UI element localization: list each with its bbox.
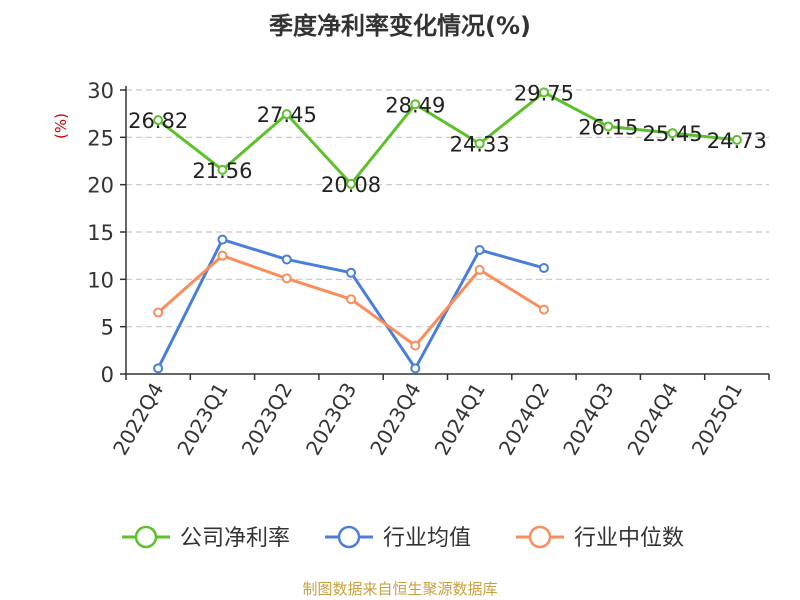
data-point — [281, 273, 292, 284]
grid-lines — [126, 89, 769, 328]
legend-item-1[interactable]: 行业均值 — [325, 525, 471, 551]
series-lines — [153, 87, 742, 374]
data-point — [346, 294, 357, 305]
data-point — [153, 115, 164, 126]
data-point — [346, 267, 357, 278]
data-label: 27.45 — [257, 103, 317, 127]
data-point — [410, 340, 421, 351]
data-label: 28.49 — [385, 93, 445, 117]
legend-label: 公司净利率 — [180, 526, 290, 551]
legend-swatch-marker — [134, 525, 158, 549]
series-line — [157, 90, 738, 186]
data-label: 26.82 — [128, 109, 188, 133]
x-tick-label: 2023Q2 — [237, 379, 297, 460]
data-point — [153, 363, 164, 374]
data-label: 25.45 — [642, 122, 702, 146]
data-point — [474, 138, 485, 149]
data-point — [410, 99, 421, 110]
x-tick-label: 2024Q2 — [494, 379, 554, 460]
data-point — [410, 363, 421, 374]
data-point — [731, 134, 742, 145]
data-point — [346, 178, 357, 189]
data-point — [667, 128, 678, 139]
data-point — [538, 304, 549, 315]
legend-item-2[interactable]: 行业中位数 — [516, 525, 684, 551]
chart-title: 季度净利率变化情况(%) — [269, 12, 531, 40]
series-1 — [153, 234, 549, 374]
y-tick-label: 25 — [87, 126, 114, 150]
y-tick-label: 15 — [87, 221, 114, 245]
x-tick-label: 2023Q1 — [172, 379, 232, 460]
legend-swatch-marker — [337, 525, 361, 549]
legend-label: 行业均值 — [383, 526, 471, 551]
series-2 — [153, 250, 549, 351]
series-0 — [153, 87, 742, 189]
y-tick-label: 20 — [87, 174, 114, 198]
legend-item-0[interactable]: 公司净利率 — [122, 525, 290, 551]
y-axis-label: (%) — [52, 113, 70, 139]
legend-swatch-marker — [528, 525, 552, 549]
y-tick-label: 0 — [101, 363, 114, 387]
data-label: 24.33 — [450, 133, 510, 157]
data-point — [603, 121, 614, 132]
data-point — [217, 250, 228, 261]
legend[interactable]: 公司净利率 行业均值 行业中位数 — [122, 525, 684, 551]
legend-label: 行业中位数 — [574, 526, 684, 551]
data-point — [281, 109, 292, 120]
data-label: 24.73 — [707, 129, 767, 153]
data-label: 26.15 — [578, 115, 638, 139]
x-tick-label: 2024Q1 — [430, 379, 490, 460]
data-point — [538, 87, 549, 98]
data-label: 21.56 — [192, 159, 252, 183]
x-tick-label: 2023Q3 — [301, 379, 361, 460]
y-tick-label: 10 — [87, 268, 114, 292]
x-tick-label: 2025Q1 — [687, 379, 747, 460]
y-tick-label: 30 — [87, 79, 114, 103]
data-label: 20.08 — [321, 173, 381, 197]
x-tick-label: 2022Q4 — [108, 379, 168, 460]
data-point — [153, 307, 164, 318]
source-note: 制图数据来自恒生聚源数据库 — [302, 580, 498, 598]
x-tick-label: 2023Q4 — [365, 379, 425, 460]
data-point — [474, 244, 485, 255]
data-label: 29.75 — [514, 81, 574, 105]
data-point — [281, 254, 292, 265]
data-point — [474, 264, 485, 275]
x-tick-label: 2024Q4 — [622, 379, 682, 460]
x-tick-label: 2024Q3 — [558, 379, 618, 460]
data-point — [217, 234, 228, 245]
data-point — [217, 164, 228, 175]
y-tick-label: 5 — [101, 316, 114, 340]
data-point — [538, 262, 549, 273]
